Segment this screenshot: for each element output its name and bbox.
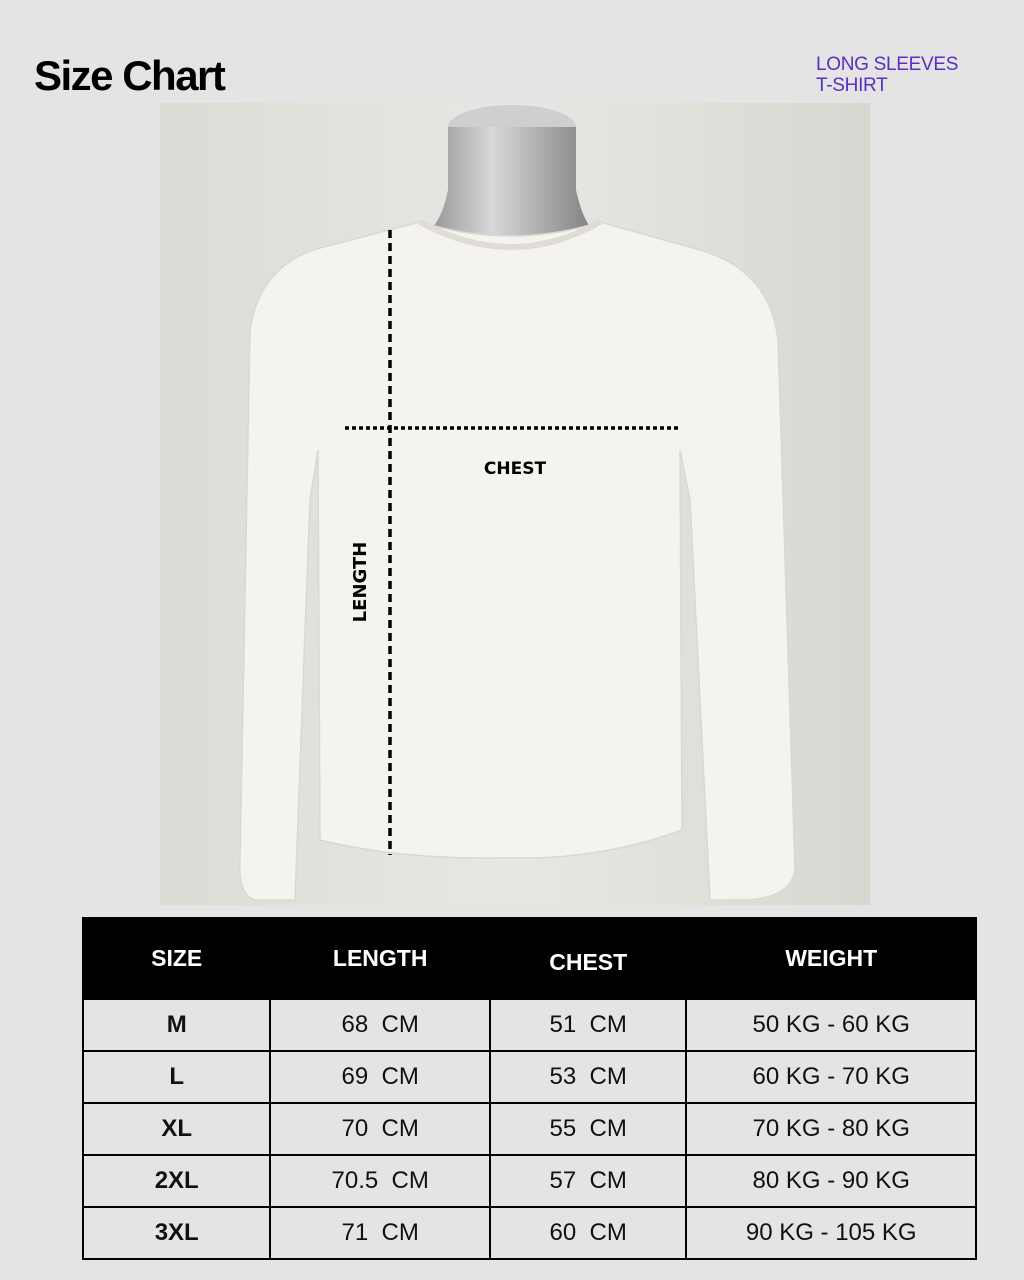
cell-size: 2XL [81, 1154, 272, 1208]
cell-length: 69 CM [269, 1050, 491, 1104]
table-row: 2XL 70.5 CM 57 CM 80 KG - 90 KG [81, 1154, 977, 1208]
table-row: M 68 CM 51 CM 50 KG - 60 KG [81, 998, 977, 1052]
cell-length: 70.5 CM [269, 1154, 491, 1208]
cell-weight: 80 KG - 90 KG [685, 1154, 977, 1208]
length-label: LENGTH [350, 542, 371, 623]
cell-chest: 53 CM [488, 1050, 688, 1104]
cell-length: 70 CM [269, 1102, 491, 1156]
column-header-size: SIZE [81, 917, 272, 1000]
mannequin [420, 105, 600, 235]
cell-size: L [81, 1050, 272, 1104]
product-type-line1: LONG SLEEVES [816, 54, 959, 75]
table-row: L 69 CM 53 CM 60 KG - 70 KG [81, 1050, 977, 1104]
cell-chest: 55 CM [488, 1102, 688, 1156]
product-type-line2: T-SHIRT [816, 75, 888, 96]
chest-label: CHEST [484, 459, 547, 479]
table-header-row: SIZE LENGTH CHEST WEIGHT [81, 917, 977, 1000]
cell-weight: 50 KG - 60 KG [685, 998, 977, 1052]
cell-weight: 60 KG - 70 KG [685, 1050, 977, 1104]
shirt-measurement-image: CHEST LENGTH [160, 103, 870, 905]
cell-size: M [81, 998, 272, 1052]
cell-size: XL [81, 1102, 272, 1156]
page-title: Size Chart [34, 52, 226, 99]
cell-chest: 57 CM [488, 1154, 688, 1208]
table-row: XL 70 CM 55 CM 70 KG - 80 KG [81, 1102, 977, 1156]
column-header-chest: CHEST [488, 917, 688, 1000]
shirt [239, 219, 796, 901]
cell-chest: 51 CM [488, 998, 688, 1052]
product-type: LONG SLEEVES T-SHIRT [816, 54, 958, 96]
cell-weight: 90 KG - 105 KG [685, 1206, 977, 1260]
column-header-weight: WEIGHT [685, 917, 977, 1000]
cell-length: 71 CM [269, 1206, 491, 1260]
cell-chest: 60 CM [488, 1206, 688, 1260]
cell-length: 68 CM [269, 998, 491, 1052]
size-table: SIZE LENGTH CHEST WEIGHT M 68 CM 51 CM 50 K… [81, 917, 977, 1260]
column-header-length: LENGTH [269, 917, 491, 1000]
cell-weight: 70 KG - 80 KG [685, 1102, 977, 1156]
table-row: 3XL 71 CM 60 CM 90 KG - 105 KG [81, 1206, 977, 1260]
cell-size: 3XL [81, 1206, 272, 1260]
